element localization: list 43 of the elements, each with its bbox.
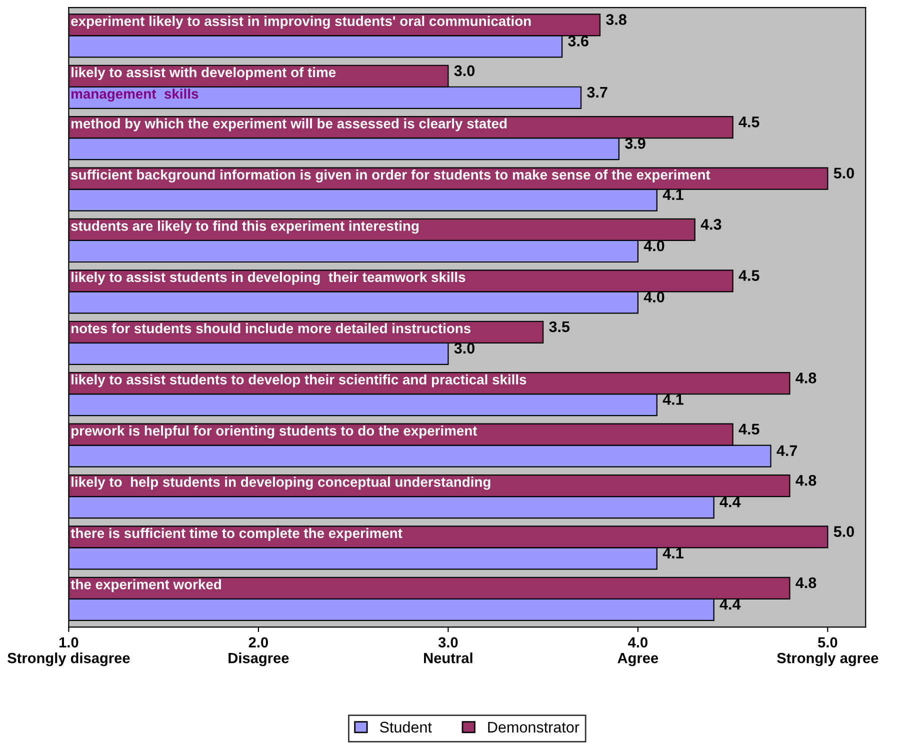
data-label: 4.4 xyxy=(720,496,741,508)
data-label: 4.1 xyxy=(662,394,684,405)
data-label: 3.6 xyxy=(568,36,588,46)
data-label: 4.3 xyxy=(700,218,722,230)
y-tick-label: sufficient background information is given in order for students to make sense of the experiment xyxy=(71,169,710,182)
y-tick-label: students are likely to find this experiment interesting xyxy=(71,220,419,234)
y-tick-label: notes for students should include more detailed instructions xyxy=(72,323,471,334)
data-label: 5.0 xyxy=(834,526,854,537)
data-label: 3.5 xyxy=(549,321,570,332)
data-label: 4.0 xyxy=(644,292,664,302)
y-tick-label: likely to assist with development of time management skills xyxy=(72,67,336,102)
x-tick-label: 4.0 Agree xyxy=(618,637,658,666)
y-tick-label: prework is helpful for orienting students to do the experiment xyxy=(72,425,478,438)
data-label: 4.1 xyxy=(662,548,684,558)
data-label: 3.0 xyxy=(454,342,474,354)
data-label: 4.1 xyxy=(662,189,684,200)
data-label: 4.7 xyxy=(776,445,798,456)
data-label: 4.8 xyxy=(796,577,816,588)
data-label: 4.5 xyxy=(738,424,760,435)
data-label: 4.0 xyxy=(644,240,664,252)
x-tick-label: 1.0 Strongly disagree xyxy=(8,637,130,666)
data-label: 3.7 xyxy=(587,86,608,98)
legend-label: Student xyxy=(380,721,432,733)
y-tick-label: the experiment worked xyxy=(70,579,221,592)
y-tick-label: method by which the experiment will be assessed is clearly stated xyxy=(72,118,507,132)
data-label: 3.0 xyxy=(454,65,474,76)
data-label: 4.5 xyxy=(738,116,760,128)
data-label: 3.8 xyxy=(606,14,626,25)
legend-label: Demonstrator xyxy=(488,722,580,733)
y-tick-label: likely to assist students in developing their teamwork skills xyxy=(72,272,466,285)
x-tick-label: 3.0 Neutral xyxy=(424,637,472,664)
data-label: 4.8 xyxy=(796,474,816,486)
x-tick-label: 5.0 Strongly agree xyxy=(777,637,878,666)
data-label: 4.4 xyxy=(720,599,741,610)
y-tick-label: experiment likely to assist in improving students' oral communication xyxy=(71,16,531,29)
y-tick-label: there is sufficient time to complete the experiment xyxy=(70,528,402,541)
data-label: 5.0 xyxy=(834,168,854,179)
data-label: 3.9 xyxy=(624,138,646,149)
y-tick-label: likely to assist students to develop their scientific and practical skills xyxy=(72,374,526,388)
data-label: 4.5 xyxy=(738,270,760,281)
x-tick-label: 2.0 Disagree xyxy=(228,637,289,666)
y-tick-label: likely to help students in developing conceptual understanding xyxy=(72,476,490,490)
data-label: 4.8 xyxy=(796,372,816,384)
